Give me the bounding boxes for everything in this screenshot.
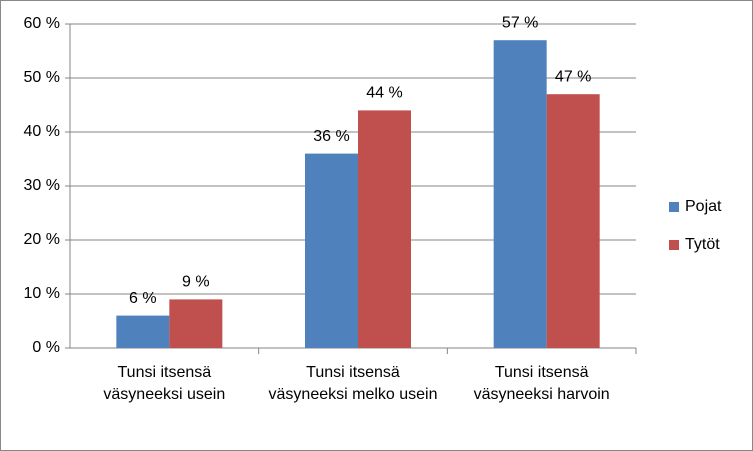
y-tick-label: 10 %: [24, 285, 60, 302]
legend-swatch: [669, 240, 679, 250]
y-tick-label: 30 %: [24, 177, 60, 194]
y-tick-label: 50 %: [24, 69, 60, 86]
y-tick-label: 20 %: [24, 231, 60, 248]
bar: [116, 315, 170, 348]
data-label: 57 %: [502, 14, 538, 31]
data-label: 47 %: [555, 68, 591, 85]
x-tick-label: Tunsi itsensä väsyneeksi usein: [103, 364, 226, 403]
x-tick-label-box: Tunsi itsensä väsyneeksi harvoin: [473, 364, 610, 403]
bar: [305, 153, 358, 348]
legend-label: Tytöt: [685, 236, 720, 253]
data-label: 36 %: [313, 128, 349, 145]
x-tick-label: Tunsi itsensä väsyneeksi harvoin: [473, 364, 610, 403]
bar: [169, 299, 223, 348]
y-tick-label: 40 %: [24, 123, 60, 140]
legend-label: Pojat: [685, 198, 722, 215]
x-tick-label: Tunsi itsensä väsyneeksi melko usein: [268, 364, 438, 403]
data-label: 9 %: [182, 274, 210, 291]
bar: [493, 40, 547, 348]
bar: [358, 110, 411, 349]
x-tick-label-box: Tunsi itsensä väsyneeksi melko usein: [268, 364, 438, 403]
data-label: 6 %: [129, 290, 157, 307]
data-label: 44 %: [366, 85, 402, 102]
bar: [546, 94, 600, 348]
y-tick-label: 0 %: [32, 339, 60, 356]
y-tick-label: 60 %: [24, 15, 60, 32]
legend-swatch: [669, 202, 679, 212]
x-tick-label-box: Tunsi itsensä väsyneeksi usein: [103, 364, 226, 403]
